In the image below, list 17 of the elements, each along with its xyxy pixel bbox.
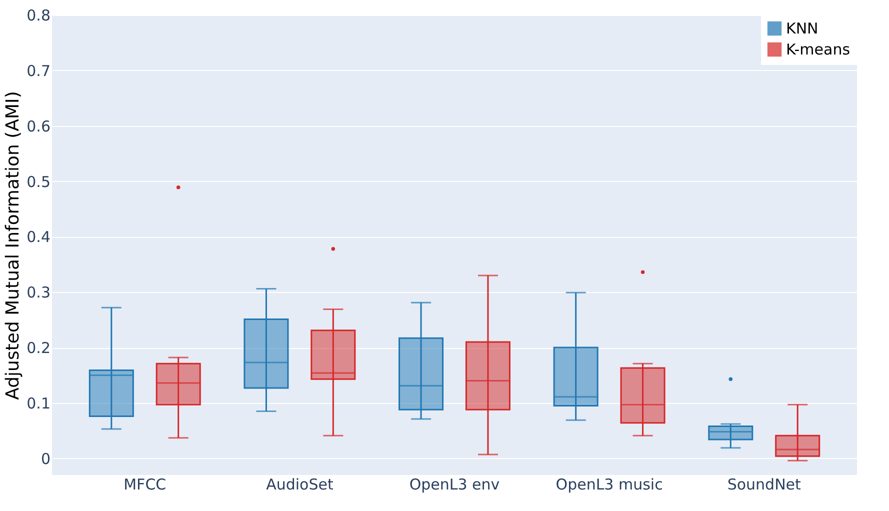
y-tick-label: 0.7 <box>26 62 50 80</box>
y-tick-label: 0.6 <box>26 117 50 136</box>
y-axis-title: Adjusted Mutual Information (AMI) <box>2 91 24 400</box>
legend-label: K-means <box>786 40 850 58</box>
x-tick-label: AudioSet <box>266 476 334 494</box>
y-tick-label: 0 <box>40 450 50 468</box>
x-tick-label: OpenL3 music <box>556 476 663 494</box>
y-tick-label: 0.3 <box>26 284 50 302</box>
y-tick-label: 0.4 <box>26 228 50 246</box>
x-tick-label: OpenL3 env <box>409 476 500 494</box>
x-tick-label: SoundNet <box>727 476 802 494</box>
y-tick-label: 0.8 <box>26 6 50 24</box>
x-tick-label: MFCC <box>124 476 166 494</box>
y-tick-label: 0.5 <box>26 172 50 191</box>
legend-label: KNN <box>786 20 818 38</box>
y-tick-label: 0.1 <box>26 394 50 412</box>
y-tick-label: 0.2 <box>26 339 50 358</box>
